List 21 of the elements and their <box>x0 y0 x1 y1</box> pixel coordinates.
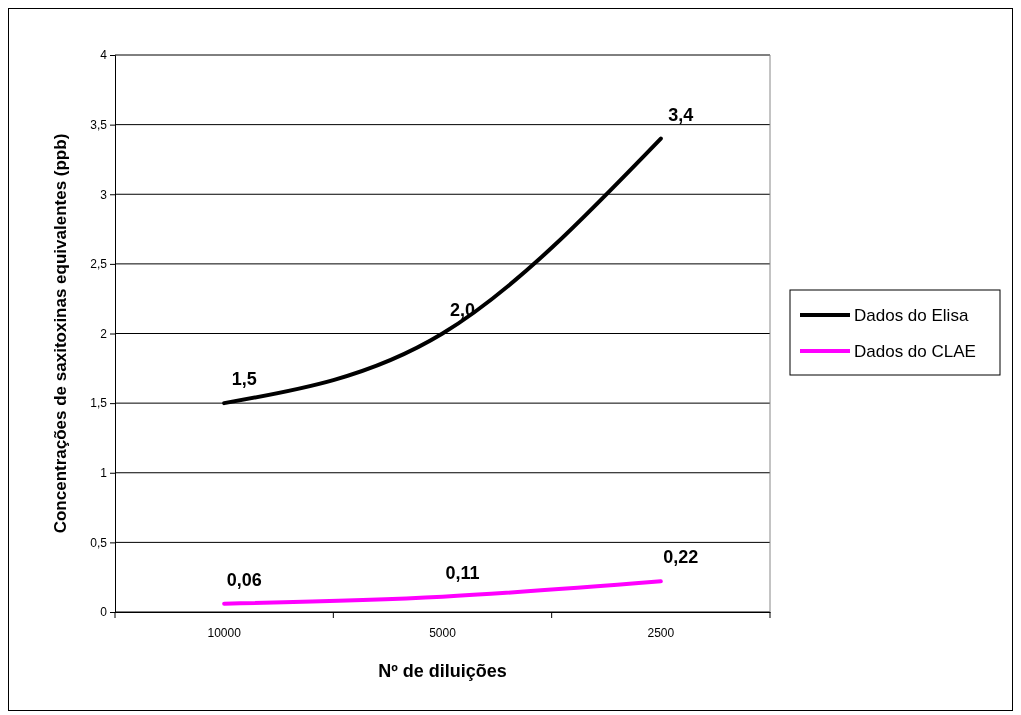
legend-label: Dados do CLAE <box>854 342 976 361</box>
y-tick-label: 2 <box>100 326 108 341</box>
data-label: 0,22 <box>663 547 699 568</box>
y-tick-label: 3,5 <box>90 117 108 132</box>
legend-label: Dados do Elisa <box>854 306 969 325</box>
x-tick-label: 2500 <box>647 625 675 640</box>
data-label: 1,5 <box>231 369 257 390</box>
y-tick-label: 1,5 <box>90 396 108 411</box>
data-label: 0,11 <box>445 562 480 583</box>
y-tick-label: 4 <box>100 48 108 63</box>
y-tick-label: 2,5 <box>90 257 108 272</box>
x-tick-label: 10000 <box>207 625 242 640</box>
y-tick-label: 3 <box>100 187 108 202</box>
y-tick-label: 1 <box>100 466 108 481</box>
y-tick-label: 0 <box>100 605 108 620</box>
x-tick-label: 5000 <box>429 625 457 640</box>
x-axis-title: Nº de diluições <box>378 661 507 681</box>
data-label: 3,4 <box>668 104 694 125</box>
y-tick-label: 0,5 <box>90 535 108 550</box>
data-label: 0,06 <box>226 569 262 590</box>
y-axis-title: Concentrações de saxitoxinas equivalentes (ppb) <box>51 133 70 534</box>
